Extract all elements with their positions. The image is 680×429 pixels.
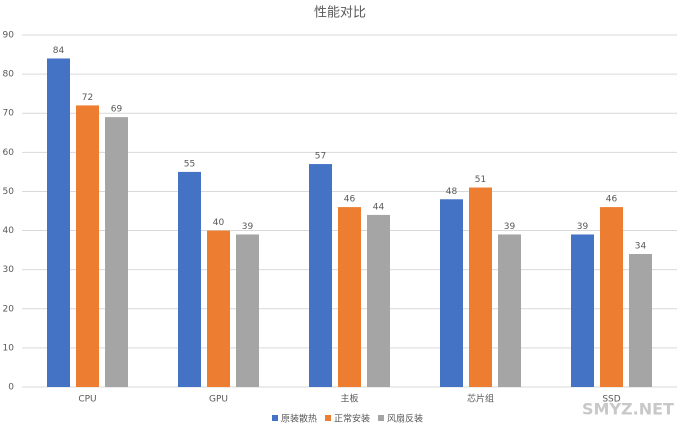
y-tick-label: 40: [3, 226, 15, 236]
x-tick-label: GPU: [209, 395, 228, 405]
watermark: SMYZ.NET: [582, 400, 674, 419]
data-label: 39: [242, 222, 254, 232]
data-label: 39: [577, 222, 589, 232]
legend-swatch: [272, 415, 278, 421]
x-tick-label: 主板: [340, 393, 358, 405]
bar: [498, 234, 521, 387]
bar: [571, 234, 594, 387]
legend-label: 正常安装: [334, 413, 370, 425]
y-tick-label: 70: [3, 109, 15, 119]
bar: [105, 117, 128, 387]
bar: [338, 207, 361, 387]
data-label: 57: [315, 152, 326, 162]
data-label: 84: [53, 46, 65, 56]
chart-title: 性能对比: [314, 6, 366, 21]
data-label: 34: [635, 242, 647, 252]
y-tick-label: 20: [3, 304, 15, 314]
y-tick-label: 30: [3, 265, 15, 275]
data-label: 46: [606, 195, 618, 205]
data-label: 51: [475, 175, 486, 185]
bar: [469, 187, 492, 387]
bar: [236, 234, 259, 387]
bar: [600, 207, 623, 387]
bar: [367, 214, 390, 387]
legend-label: 风扇反装: [387, 413, 423, 425]
legend-swatch: [378, 415, 384, 421]
bar: [440, 199, 463, 387]
y-tick-label: 90: [3, 31, 15, 41]
data-label: 39: [504, 222, 516, 232]
bar: [309, 164, 332, 387]
bar: [629, 254, 652, 387]
data-label: 46: [344, 195, 356, 205]
y-tick-label: 0: [8, 383, 14, 393]
y-tick-label: 80: [3, 70, 15, 80]
x-tick-label: SSD: [602, 395, 620, 405]
legend-label: 原装散热: [281, 413, 317, 425]
y-tick-label: 60: [3, 148, 15, 158]
data-label: 40: [213, 218, 225, 228]
x-tick-label: 芯片组: [467, 393, 494, 405]
data-label: 55: [184, 159, 195, 169]
y-tick-label: 10: [3, 343, 15, 353]
data-label: 44: [373, 202, 385, 212]
bar: [207, 230, 230, 387]
bar: [76, 105, 99, 388]
data-label: 72: [82, 93, 93, 103]
bar: [178, 171, 201, 387]
x-tick-label: CPU: [78, 395, 96, 405]
y-tick-label: 50: [3, 187, 15, 197]
data-label: 48: [446, 187, 458, 197]
bar: [47, 58, 70, 387]
data-label: 69: [111, 105, 123, 115]
legend-swatch: [325, 415, 331, 421]
